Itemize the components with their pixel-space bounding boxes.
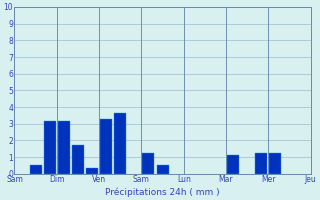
Bar <box>156 165 169 174</box>
Bar <box>114 113 126 174</box>
Bar <box>44 121 56 174</box>
Bar <box>255 153 267 174</box>
Bar <box>269 153 281 174</box>
Bar <box>142 153 155 174</box>
Bar <box>100 119 112 174</box>
Bar <box>58 121 70 174</box>
X-axis label: Précipitations 24h ( mm ): Précipitations 24h ( mm ) <box>105 187 220 197</box>
Bar <box>227 155 239 174</box>
Bar <box>86 168 98 174</box>
Bar <box>72 145 84 174</box>
Bar <box>30 165 42 174</box>
